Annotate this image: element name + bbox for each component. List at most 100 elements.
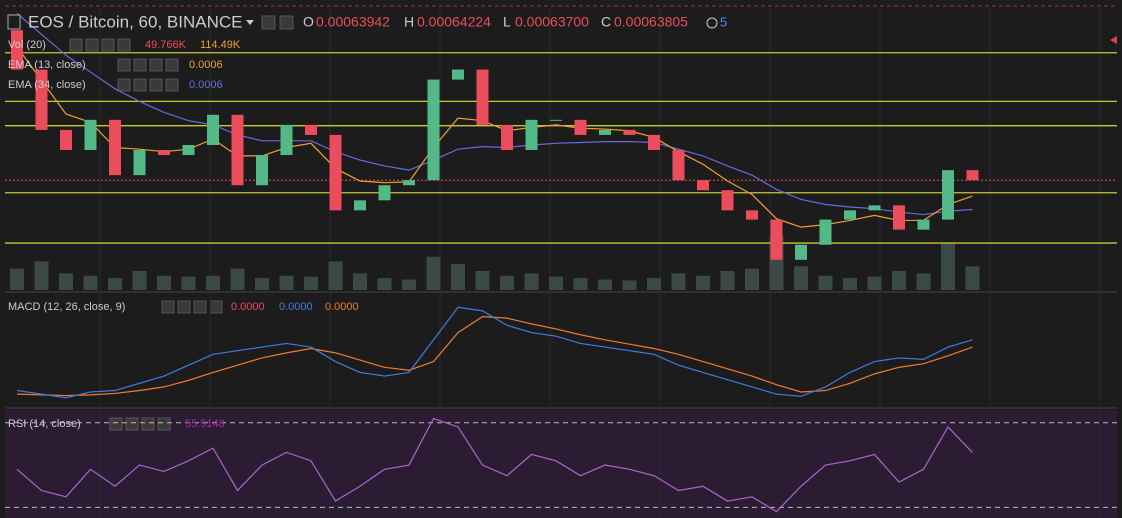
icon[interactable] — [161, 300, 175, 314]
volume-bar — [696, 275, 710, 290]
ema34-legend[interactable]: EMA (34, close) — [8, 79, 86, 91]
icon[interactable] — [261, 15, 276, 30]
volume-bar — [965, 266, 980, 290]
volume-bar — [524, 273, 539, 290]
alert-count: 5 — [720, 14, 727, 29]
price-marker — [1110, 36, 1117, 44]
candle — [378, 185, 391, 201]
volume-bar — [255, 278, 269, 290]
volume-bar — [279, 275, 294, 290]
macd-signal-value: 0.0000 — [325, 301, 359, 313]
h-label: H — [404, 14, 414, 30]
candle — [721, 190, 734, 211]
volume-bar — [598, 279, 612, 290]
candle — [501, 124, 513, 151]
rsi-value: 55.9148 — [185, 418, 225, 430]
rsi-line — [16, 417, 973, 513]
candle — [966, 170, 979, 181]
candle — [231, 114, 244, 186]
vol-ma-value: 114.49K — [200, 39, 241, 51]
icon[interactable] — [141, 417, 155, 431]
icon[interactable] — [177, 300, 191, 314]
candle — [256, 155, 268, 186]
icon[interactable] — [149, 58, 163, 72]
candle — [60, 129, 72, 151]
icon[interactable] — [85, 38, 99, 52]
candle — [844, 210, 856, 220]
icon[interactable] — [101, 38, 115, 52]
macd-legend[interactable]: MACD (12, 26, close, 9) — [8, 301, 125, 313]
candle — [917, 219, 930, 230]
volume-bar — [647, 278, 661, 290]
vol-value: 49.766K — [145, 39, 187, 51]
icon[interactable] — [165, 78, 179, 92]
volume-bar — [426, 256, 441, 290]
candle — [158, 150, 170, 156]
volume-bar — [500, 275, 514, 290]
icon[interactable] — [149, 78, 163, 92]
volume-bar — [10, 268, 24, 290]
icon[interactable] — [117, 58, 131, 72]
rsi-legend[interactable]: RSI (14, close) — [8, 418, 81, 430]
candle — [354, 200, 366, 211]
candle — [133, 150, 146, 176]
candle — [280, 124, 293, 156]
icon[interactable] — [133, 58, 147, 72]
symbol-title[interactable]: EOS / Bitcoin, 60, BINANCE — [28, 12, 242, 31]
legends: Vol (20) 49.766K 114.49K EMA (13, close)… — [8, 39, 359, 430]
icon[interactable] — [109, 417, 123, 431]
candle — [427, 79, 440, 181]
volume-bar — [671, 273, 686, 290]
volume-bar — [794, 266, 808, 290]
volume-bar — [304, 276, 318, 290]
candle — [207, 114, 219, 145]
volume-bar — [475, 271, 490, 290]
candle — [305, 124, 317, 135]
volume-bar — [549, 276, 563, 290]
ema13-legend[interactable]: EMA (13, close) — [8, 59, 86, 71]
candle — [35, 69, 48, 130]
candle — [623, 129, 636, 135]
candle — [329, 134, 342, 211]
icon[interactable] — [117, 78, 131, 92]
volume-bar — [402, 279, 416, 290]
candle — [84, 119, 97, 151]
volume-bar — [230, 268, 245, 290]
o-label: O — [303, 14, 314, 30]
candle — [599, 129, 611, 135]
icon[interactable] — [69, 38, 83, 52]
icon[interactable] — [133, 78, 147, 92]
icon[interactable] — [209, 300, 223, 314]
volume-bar — [83, 275, 98, 290]
candle — [11, 30, 23, 70]
candle — [476, 69, 489, 125]
alarm-icon[interactable] — [706, 17, 718, 29]
candle — [452, 69, 464, 80]
ema34-line — [16, 12, 973, 216]
candle — [697, 180, 709, 191]
volume-bar — [622, 280, 637, 290]
volume-bar — [108, 278, 122, 290]
candle — [525, 119, 538, 151]
candle — [403, 180, 415, 186]
volume-bar — [451, 263, 465, 290]
volume-bar — [720, 271, 735, 290]
icon[interactable] — [165, 58, 179, 72]
volume-bar — [132, 271, 147, 290]
volume-bar — [867, 276, 882, 290]
icon[interactable] — [125, 417, 139, 431]
symbol-icon — [7, 14, 21, 30]
candle — [550, 119, 562, 121]
candle — [868, 205, 881, 211]
l-value: 0.00063700 — [515, 14, 589, 30]
volume-bar — [941, 242, 955, 290]
icon[interactable] — [157, 417, 171, 431]
h-value: 0.00064224 — [417, 14, 491, 30]
icon[interactable] — [117, 38, 131, 52]
vol-legend[interactable]: Vol (20) — [8, 39, 46, 51]
volume-bar — [181, 276, 196, 290]
icon[interactable] — [193, 300, 207, 314]
icon[interactable] — [279, 15, 294, 30]
dropdown[interactable] — [246, 20, 254, 25]
